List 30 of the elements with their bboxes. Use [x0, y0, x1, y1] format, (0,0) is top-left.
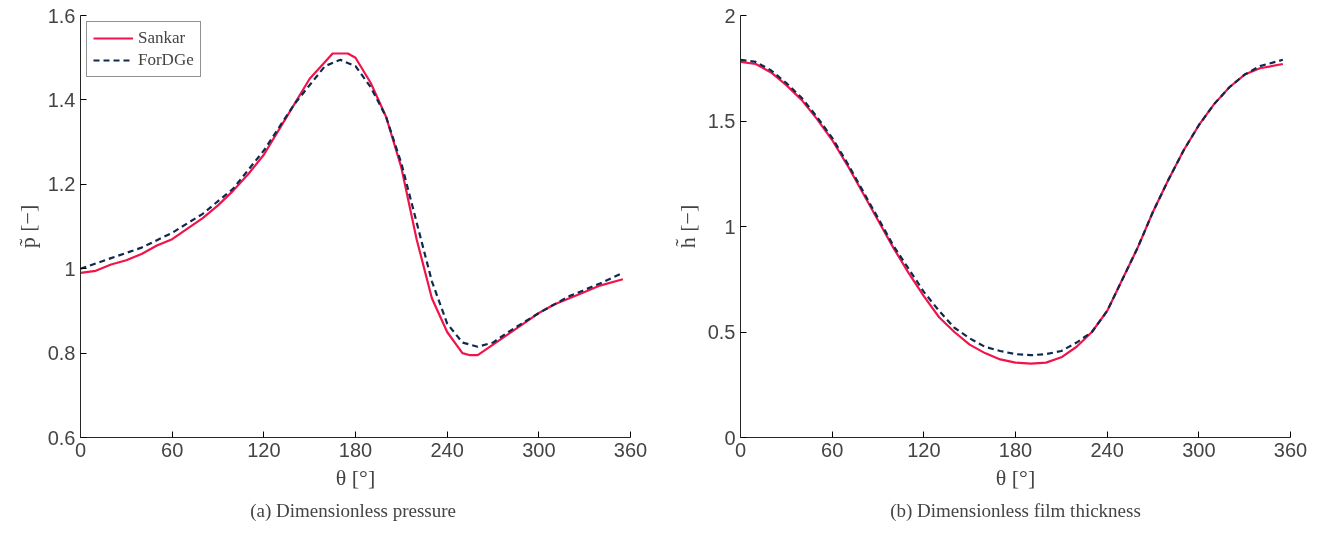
text: (b) Dimensionless film thickness	[890, 499, 1141, 522]
y-tick-label: 1.4	[47, 88, 76, 111]
y-axis-title: h̃ [−]	[674, 204, 700, 249]
y-tick-label: 0.8	[47, 342, 76, 365]
y-tick-label: 1	[724, 215, 736, 238]
x-tick-label: 60	[161, 438, 184, 461]
x-tick-label: 180	[338, 438, 373, 461]
y-tick-label: 1.5	[707, 110, 736, 132]
y-tick-label: 1.2	[47, 173, 76, 196]
x-tick-label: 180	[998, 438, 1033, 461]
legend-label: Sankar	[138, 28, 186, 48]
x-axis-title: θ [°]	[335, 464, 376, 490]
y-tick-label: 0.5	[707, 321, 736, 343]
legend-label: ForDGe	[138, 50, 194, 70]
y-tick-label: 1	[64, 257, 76, 280]
x-tick-label: 240	[1090, 438, 1124, 461]
x-tick-label: 120	[907, 438, 941, 461]
y-tick-label: 1.6	[47, 4, 76, 27]
y-axis-title: p̃ [−]	[14, 204, 40, 249]
y-tick-label: 0.6	[47, 426, 76, 449]
x-tick-label: 240	[430, 438, 464, 461]
x-axis-title: θ [°]	[995, 464, 1036, 490]
text: (a) Dimensionless pressure	[250, 499, 457, 522]
x-tick-label: 300	[522, 438, 556, 461]
y-tick-label: 2	[724, 4, 736, 27]
x-tick-label: 360	[613, 438, 648, 461]
x-tick-label: 360	[1273, 438, 1308, 461]
x-tick-label: 120	[247, 438, 281, 461]
x-tick-label: 300	[1182, 438, 1216, 461]
x-tick-label: 60	[821, 438, 844, 461]
